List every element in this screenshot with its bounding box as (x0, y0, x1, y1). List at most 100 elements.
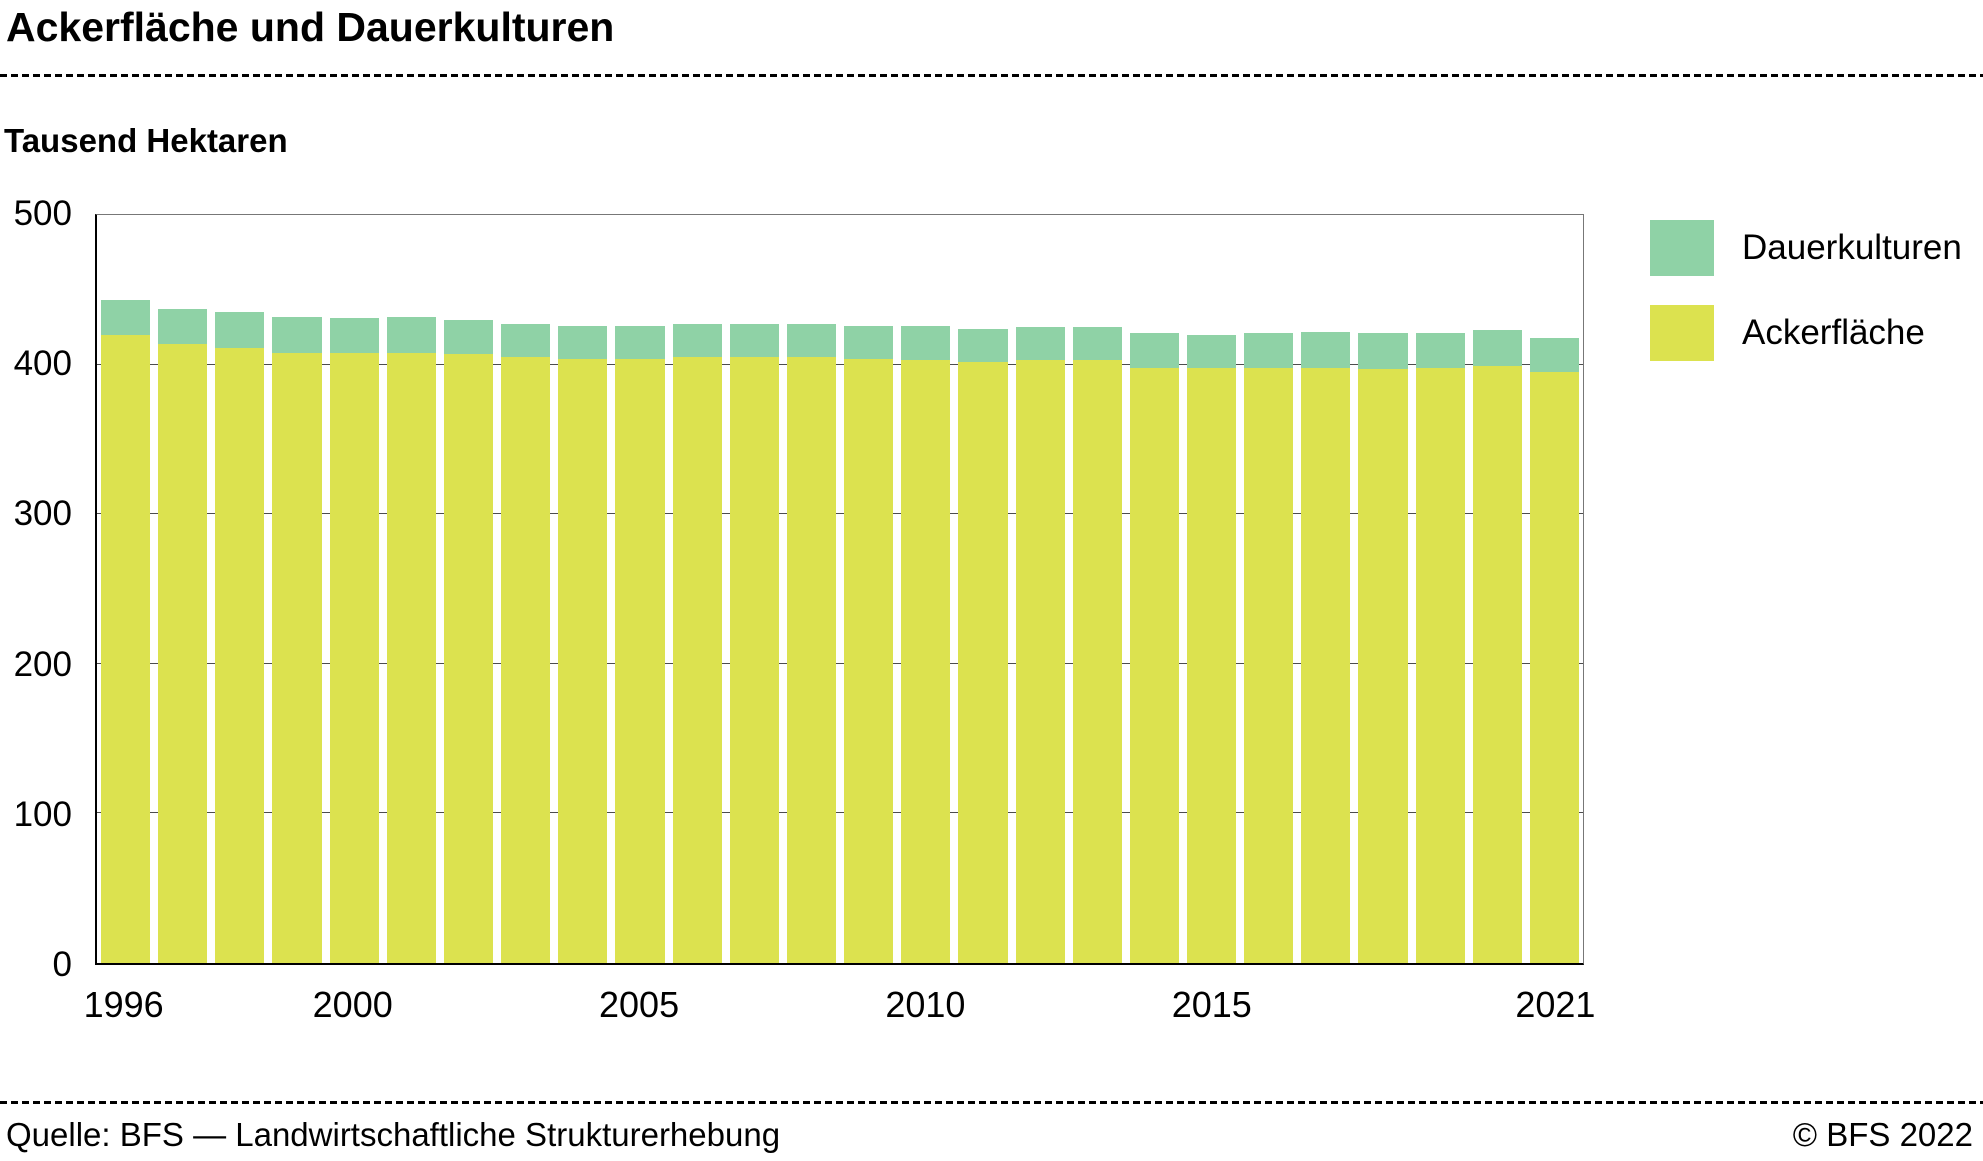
bar-2010 (897, 215, 954, 963)
bar-1999 (268, 215, 325, 963)
bar-segment-dauerkulturen-2005 (615, 325, 665, 359)
gridline-200 (97, 662, 1583, 664)
bar-segment-dauerkulturen-2019 (1415, 333, 1465, 368)
bar-2002 (440, 215, 497, 963)
bar-2008 (783, 215, 840, 963)
bar-segment-dauerkulturen-2020 (1472, 330, 1522, 367)
bar-segment-ackerflaeche-2013 (1072, 360, 1122, 963)
bar-segment-dauerkulturen-2002 (443, 319, 494, 355)
bar-segment-dauerkulturen-2010 (901, 325, 951, 361)
bar-1997 (154, 215, 211, 963)
x-tick-label-2000: 2000 (312, 984, 393, 1025)
bar-segment-dauerkulturen-2021 (1529, 337, 1580, 373)
y-tick-label-0: 0 (52, 945, 72, 984)
bar-2016 (1240, 215, 1297, 963)
bar-2011 (954, 215, 1011, 963)
bar-2006 (669, 215, 726, 963)
bar-segment-dauerkulturen-2009 (844, 325, 894, 359)
bar-2012 (1012, 215, 1069, 963)
bar-segment-dauerkulturen-2011 (958, 328, 1008, 362)
footer: Quelle: BFS — Landwirtschaftliche Strukt… (6, 1116, 1973, 1154)
y-tick-label-300: 300 (13, 494, 72, 534)
bar-segment-ackerflaeche-2017 (1301, 367, 1351, 963)
bar-segment-dauerkulturen-2013 (1072, 327, 1122, 361)
bar-segment-dauerkulturen-2007 (729, 324, 779, 358)
bar-segment-dauerkulturen-2004 (558, 325, 608, 359)
x-axis-labels: 1996 2000 2005 2010 2015 2021 (84, 984, 1596, 1034)
bar-segment-ackerflaeche-2012 (1015, 360, 1065, 963)
copyright-text: © BFS 2022 (1792, 1116, 1973, 1153)
bar-segment-dauerkulturen-2015 (1186, 334, 1237, 368)
bar-segment-ackerflaeche-1997 (158, 343, 208, 963)
legend-item-ackerflaeche: Ackerfläche (1650, 305, 1962, 361)
bar-segment-ackerflaeche-2011 (958, 361, 1008, 963)
bar-2003 (497, 215, 554, 963)
y-axis-unit-label: Tausend Hektaren (4, 122, 288, 159)
gridlines (97, 215, 1583, 963)
x-tick-label-1996: 1996 (83, 984, 164, 1025)
title-divider (0, 74, 1983, 77)
bar-segment-ackerflaeche-2002 (443, 354, 494, 963)
bar-segment-ackerflaeche-2003 (501, 357, 551, 963)
bar-2005 (611, 215, 668, 963)
bar-2021 (1526, 215, 1583, 963)
bar-2015 (1183, 215, 1240, 963)
bar-segment-ackerflaeche-2008 (786, 357, 837, 963)
bar-segment-dauerkulturen-2012 (1015, 327, 1065, 361)
bar-2000 (326, 215, 383, 963)
y-tick-label-400: 400 (13, 344, 72, 384)
x-tick-label-2005: 2005 (599, 984, 680, 1025)
bar-segment-dauerkulturen-2001 (386, 316, 436, 353)
bar-segment-dauerkulturen-1998 (215, 312, 265, 349)
bar-segment-ackerflaeche-2010 (901, 360, 951, 963)
bar-segment-ackerflaeche-2005 (615, 358, 665, 963)
gridline-300 (97, 513, 1583, 515)
bar-segment-ackerflaeche-2018 (1358, 369, 1408, 963)
bars (97, 215, 1583, 963)
bar-segment-dauerkulturen-2018 (1358, 333, 1408, 370)
x-tick-label-2021: 2021 (1515, 984, 1596, 1025)
bar-segment-ackerflaeche-1999 (272, 352, 322, 963)
bar-segment-dauerkulturen-2008 (786, 324, 837, 358)
bar-segment-ackerflaeche-2000 (329, 352, 379, 963)
bar-segment-ackerflaeche-2001 (386, 352, 436, 963)
bar-segment-dauerkulturen-1997 (158, 309, 208, 344)
footer-divider (0, 1101, 1983, 1104)
bar-segment-dauerkulturen-2003 (501, 324, 551, 358)
bar-2019 (1412, 215, 1469, 963)
plot-area (95, 214, 1584, 965)
legend-label-ackerflaeche: Ackerfläche (1742, 313, 1925, 352)
y-tick-label-500: 500 (13, 194, 72, 233)
bar-segment-ackerflaeche-2016 (1244, 367, 1294, 963)
bar-1998 (211, 215, 268, 963)
legend: Dauerkulturen Ackerfläche (1650, 220, 1962, 361)
bar-segment-dauerkulturen-2014 (1129, 333, 1179, 368)
gridline-400 (97, 363, 1583, 365)
bar-segment-ackerflaeche-2006 (672, 357, 722, 963)
bar-segment-dauerkulturen-2006 (672, 324, 722, 358)
bar-segment-ackerflaeche-1998 (215, 348, 265, 963)
source-text: Quelle: BFS — Landwirtschaftliche Strukt… (6, 1116, 781, 1153)
bar-segment-ackerflaeche-2015 (1186, 367, 1237, 963)
bar-segment-ackerflaeche-2021 (1529, 372, 1580, 963)
x-tick-label-2010: 2010 (885, 984, 966, 1025)
bar-segment-ackerflaeche-2004 (558, 358, 608, 963)
bar-2017 (1297, 215, 1354, 963)
bar-2014 (1126, 215, 1183, 963)
legend-swatch-ackerflaeche (1650, 305, 1714, 361)
bar-2020 (1469, 215, 1526, 963)
legend-label-dauerkulturen: Dauerkulturen (1742, 228, 1962, 267)
bar-segment-dauerkulturen-2017 (1301, 331, 1351, 368)
bar-2007 (726, 215, 783, 963)
bar-segment-ackerflaeche-2020 (1472, 366, 1522, 963)
bar-segment-dauerkulturen-1996 (101, 300, 151, 335)
bar-segment-ackerflaeche-2009 (844, 358, 894, 963)
bar-2004 (554, 215, 611, 963)
y-tick-label-200: 200 (13, 644, 72, 684)
y-axis-labels: 0 100 200 300 400 500 (0, 194, 80, 984)
bar-segment-dauerkulturen-1999 (272, 316, 322, 353)
legend-swatch-dauerkulturen (1650, 220, 1714, 276)
bar-2013 (1069, 215, 1126, 963)
legend-item-dauerkulturen: Dauerkulturen (1650, 220, 1962, 276)
